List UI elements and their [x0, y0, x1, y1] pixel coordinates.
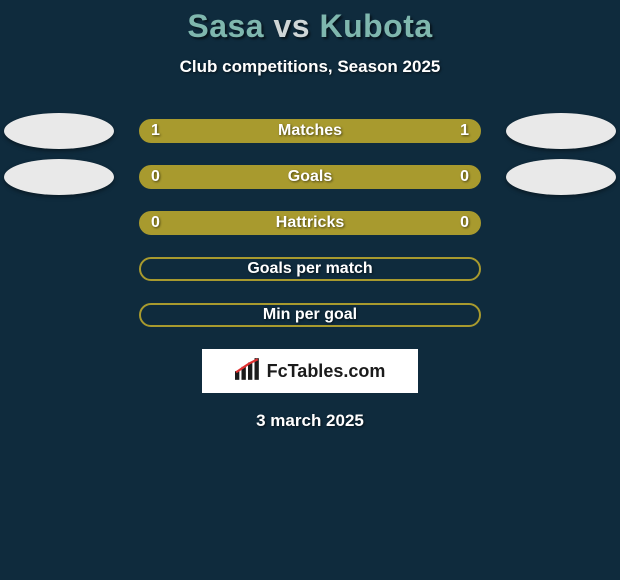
stat-row: 1 Matches 1 — [0, 119, 620, 143]
chart-icon — [235, 358, 261, 385]
stat-right-value: 0 — [460, 168, 469, 186]
stat-label: Goals — [288, 168, 332, 186]
stat-left-value: 0 — [151, 214, 160, 232]
footer-date: 3 march 2025 — [0, 411, 620, 431]
stat-label: Goals per match — [247, 260, 372, 278]
player1-avatar — [4, 113, 114, 149]
stats-card: Sasa vs Kubota Club competitions, Season… — [0, 0, 620, 580]
stat-bar: 0 Goals 0 — [139, 165, 481, 189]
brand-badge: FcTables.com — [202, 349, 418, 393]
stat-row: Min per goal — [0, 303, 620, 327]
stat-bar: Min per goal — [139, 303, 481, 327]
player1-avatar — [4, 159, 114, 195]
player2-name: Kubota — [319, 8, 432, 44]
stat-label: Hattricks — [276, 214, 344, 232]
vs-text: vs — [273, 8, 310, 44]
stat-right-value: 1 — [460, 122, 469, 140]
stat-row: 0 Goals 0 — [0, 165, 620, 189]
stat-label: Matches — [278, 122, 342, 140]
stat-rows: 1 Matches 1 0 Goals 0 0 Hattricks 0 Goals per mat… — [0, 119, 620, 327]
stat-right-value: 0 — [460, 214, 469, 232]
stat-label: Min per goal — [263, 306, 357, 324]
brand-text: FcTables.com — [267, 361, 386, 382]
subtitle: Club competitions, Season 2025 — [0, 57, 620, 77]
player2-avatar — [506, 113, 616, 149]
page-title: Sasa vs Kubota — [0, 0, 620, 45]
player1-name: Sasa — [187, 8, 264, 44]
player2-avatar — [506, 159, 616, 195]
stat-bar: Goals per match — [139, 257, 481, 281]
stat-left-value: 0 — [151, 168, 160, 186]
stat-bar: 1 Matches 1 — [139, 119, 481, 143]
stat-row: Goals per match — [0, 257, 620, 281]
stat-row: 0 Hattricks 0 — [0, 211, 620, 235]
stat-left-value: 1 — [151, 122, 160, 140]
stat-bar: 0 Hattricks 0 — [139, 211, 481, 235]
